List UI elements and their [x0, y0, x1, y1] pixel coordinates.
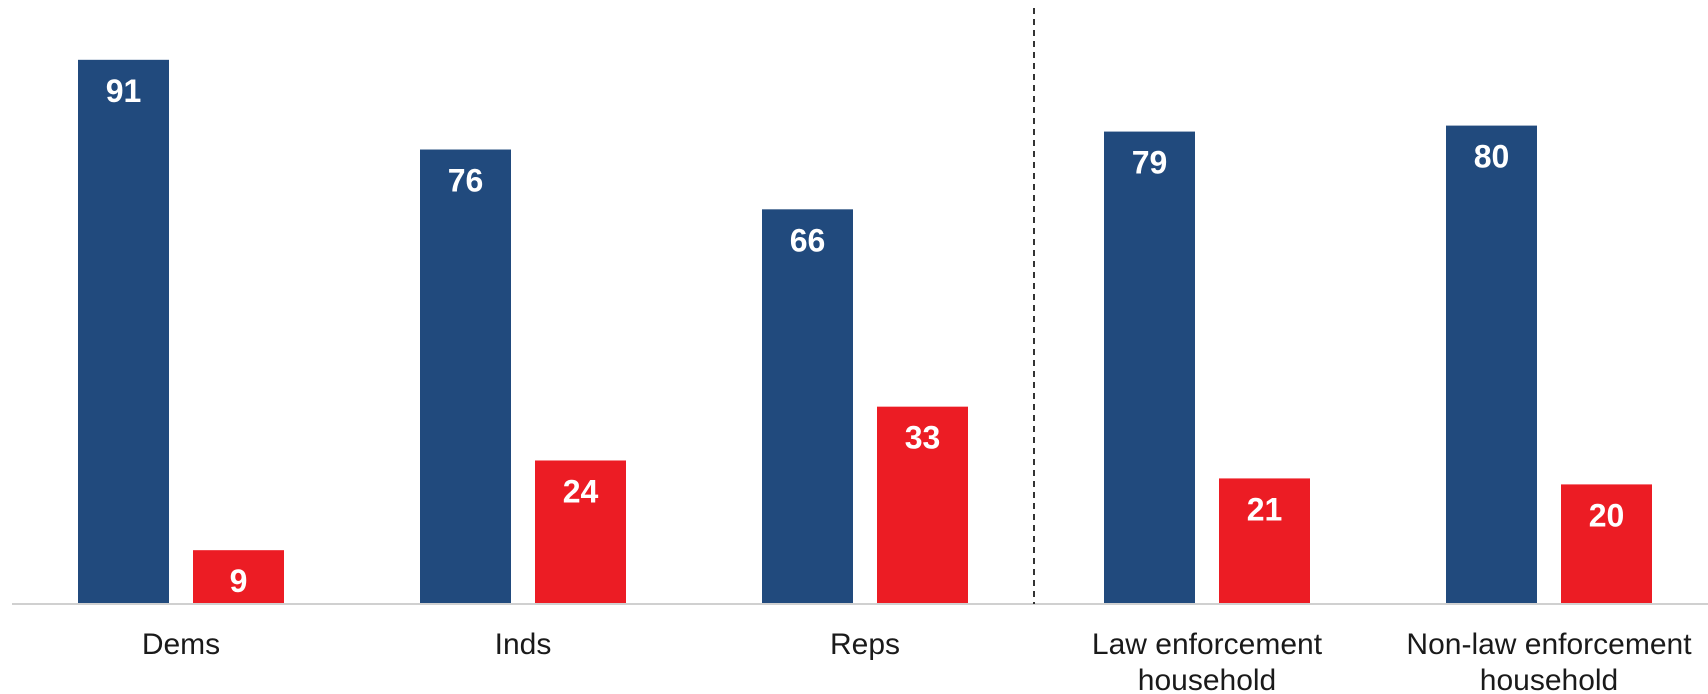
category-labels-group: Dems Inds Reps Law enforcement householdNon-… [142, 628, 1692, 694]
bars-group [78, 59, 1652, 604]
bar-series1-cat2 [420, 149, 511, 604]
category-label-1: Dems [142, 628, 220, 661]
value-label-series1-cat4: 79 [1132, 145, 1168, 181]
bar-series2-cat4 [1219, 478, 1310, 604]
category-label-2: Inds [495, 628, 552, 661]
category-label-line: household [1138, 664, 1276, 694]
category-label-5: Non-law enforcement household [1406, 628, 1692, 694]
value-label-series1-cat2: 76 [448, 163, 484, 199]
bar-series1-cat5 [1446, 125, 1537, 604]
category-label-line: Reps [830, 628, 900, 661]
bar-series1-cat4 [1104, 131, 1195, 604]
bar-series1-cat1 [78, 59, 169, 604]
category-label-4: Law enforcement household [1092, 628, 1323, 694]
value-labels-group: 91 9 76 24 66 33 79 21 80 20 [106, 73, 1625, 599]
value-label-series2-cat1: 9 [230, 563, 248, 599]
bar-series1-cat3 [762, 209, 853, 604]
category-label-line: Law enforcement [1092, 628, 1323, 661]
value-label-series1-cat3: 66 [790, 222, 826, 258]
category-label-line: Inds [495, 628, 552, 661]
bar-series2-cat2 [535, 460, 626, 604]
value-label-series2-cat5: 20 [1589, 497, 1625, 533]
bar-series2-cat5 [1561, 484, 1652, 604]
value-label-series1-cat5: 80 [1474, 139, 1510, 175]
value-label-series1-cat1: 91 [106, 73, 142, 109]
value-label-series2-cat3: 33 [905, 420, 941, 456]
category-label-line: Dems [142, 628, 220, 661]
value-label-series2-cat2: 24 [563, 473, 599, 509]
bar-series2-cat3 [877, 406, 968, 604]
category-label-line: household [1480, 664, 1618, 694]
bar-series2-cat1 [193, 550, 284, 604]
value-label-series2-cat4: 21 [1247, 491, 1283, 527]
category-label-3: Reps [830, 628, 900, 661]
category-label-line: Non-law enforcement [1406, 628, 1692, 661]
